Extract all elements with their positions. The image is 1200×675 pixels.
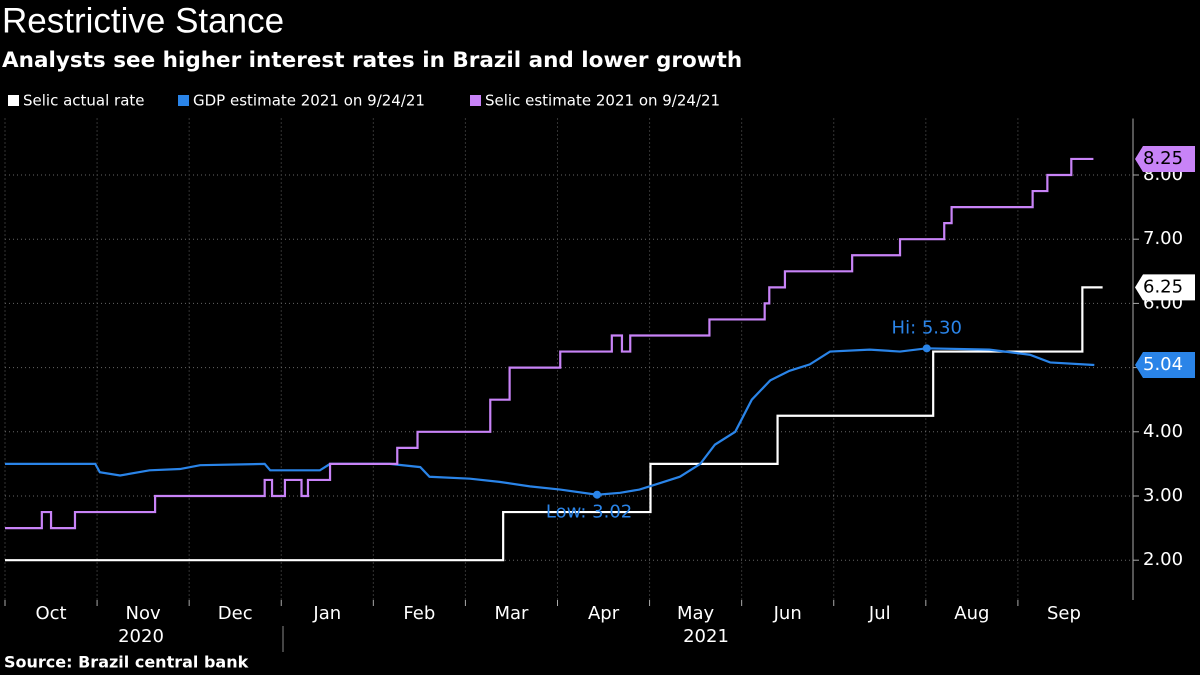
x-tick-label: Aug: [954, 603, 989, 624]
x-tick-label: Apr: [588, 603, 620, 624]
legend-label: Selic actual rate: [23, 92, 145, 110]
y-tick-label: 4.00: [1143, 421, 1183, 442]
y-tick-label: 7.00: [1143, 228, 1183, 249]
chart-subtitle: Analysts see higher interest rates in Br…: [2, 48, 742, 73]
x-tick-label: Nov: [126, 603, 161, 624]
value-tag-label: 5.04: [1143, 354, 1183, 375]
year-label: 2020: [118, 626, 164, 647]
x-tick-label: Sep: [1047, 603, 1081, 624]
annotation-dot: [593, 490, 602, 499]
legend-swatch: [178, 95, 189, 106]
value-tag: [1135, 145, 1195, 172]
year-label: 2021: [683, 626, 729, 647]
value-tag: [1135, 352, 1195, 379]
value-tag: [1135, 274, 1195, 301]
legend-swatch: [8, 95, 19, 106]
legend-swatch: [470, 95, 481, 106]
x-tick-label: Oct: [35, 603, 66, 624]
annotation-label: Low: 3.02: [546, 502, 632, 523]
series-line: [5, 157, 1094, 530]
x-tick-label: Dec: [218, 603, 253, 624]
x-tick-label: Jul: [868, 603, 891, 624]
annotation-label: Hi: 5.30: [892, 317, 962, 338]
x-tick-label: Mar: [494, 603, 529, 624]
legend-label: Selic estimate 2021 on 9/24/21: [485, 92, 720, 110]
x-tick-label: Feb: [403, 603, 435, 624]
x-tick-label: Jun: [773, 603, 802, 624]
annotation-dot: [922, 344, 931, 353]
y-tick-label: 2.00: [1143, 549, 1183, 570]
series-line: [5, 347, 1095, 496]
x-tick-label: Jan: [312, 603, 341, 624]
value-tag-label: 8.25: [1143, 148, 1183, 169]
series-line: [5, 286, 1103, 562]
value-tag-label: 6.25: [1143, 276, 1183, 297]
x-tick-label: May: [677, 603, 715, 624]
y-tick-label: 3.00: [1143, 485, 1183, 506]
chart-title: Restrictive Stance: [2, 1, 284, 40]
legend-label: GDP estimate 2021 on 9/24/21: [193, 92, 425, 110]
source: Source: Brazil central bank: [4, 653, 249, 672]
